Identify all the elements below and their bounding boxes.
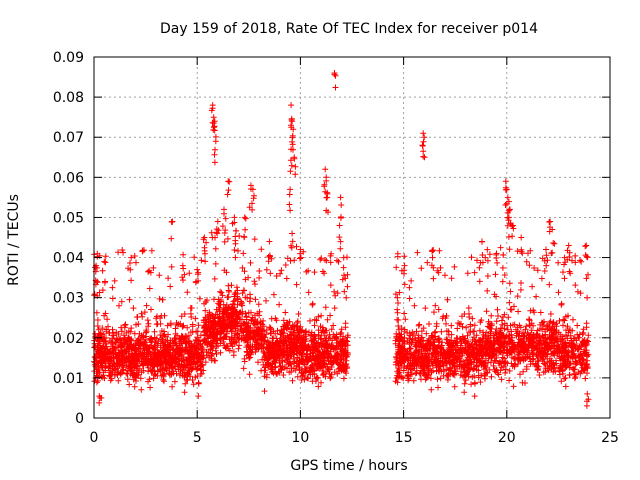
y-axis-label: ROTI / TECUs — [6, 194, 22, 286]
y-tick-label: 0.07 — [53, 130, 84, 146]
y-tick-label: 0.03 — [53, 291, 84, 307]
plot-frame — [93, 56, 611, 419]
x-tick-label: 25 — [601, 430, 619, 446]
roti-markers — [91, 70, 592, 409]
data-points — [91, 70, 592, 409]
y-tick-label: 0.01 — [53, 371, 84, 387]
y-tick-label: 0.06 — [53, 170, 84, 186]
x-tick-label: 5 — [193, 430, 202, 446]
y-tick-label: 0.02 — [53, 331, 84, 347]
chart-title: Day 159 of 2018, Rate Of TEC Index for r… — [160, 21, 538, 37]
x-tick-labels: 0 5 10 15 20 25 — [90, 430, 619, 446]
y-tick-label: 0.09 — [53, 50, 84, 66]
y-tick-labels: 0 0.01 0.02 0.03 0.04 0.05 0.06 0.07 0.08 0.09 — [53, 50, 84, 427]
axis-ticks — [93, 56, 611, 419]
x-tick-label: 10 — [291, 430, 309, 446]
y-tick-label: 0.04 — [53, 251, 84, 267]
y-tick-label: 0.08 — [53, 90, 84, 106]
x-tick-label: 0 — [90, 430, 99, 446]
x-tick-label: 15 — [395, 430, 413, 446]
x-axis-label: GPS time / hours — [290, 458, 407, 474]
y-tick-label: 0 — [75, 411, 84, 427]
x-tick-label: 20 — [498, 430, 516, 446]
y-tick-label: 0.05 — [53, 210, 84, 226]
